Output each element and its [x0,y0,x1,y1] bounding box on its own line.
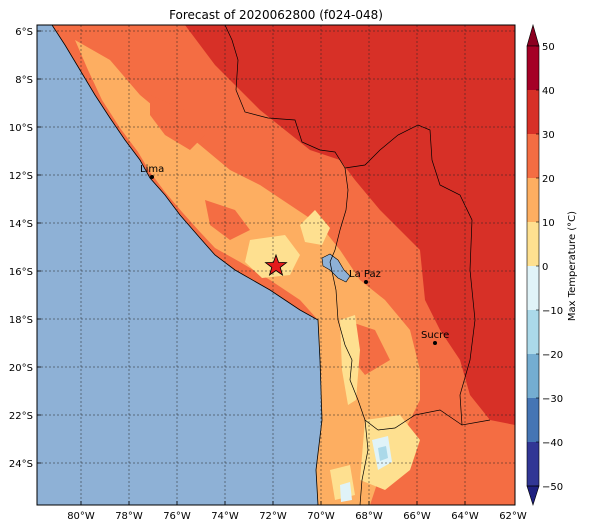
heat-zone-30-40 [185,25,515,425]
lon-label: 70°W [307,511,335,522]
lon-label: 66°W [403,511,431,522]
colorbar-tick-label: −40 [542,438,563,449]
lon-label: 62°W [499,511,527,522]
cold-zone-below-0 [378,446,388,461]
latitude-labels: 6°S 8°S 10°S 12°S 14°S 16°S 18°S 20°S 22… [9,27,33,470]
map-frame [36,24,516,506]
colorbar: 50 40 30 20 10 0 −10 −20 −30 −40 −50 Max… [526,23,578,506]
lon-label: 72°W [259,511,287,522]
coastline [51,25,323,505]
city-dot [364,280,368,284]
colorbar-segment [527,354,539,398]
colorbar-tick-label: 20 [542,174,555,185]
colorbar-extend-min [526,485,540,506]
city-dot [150,175,154,179]
cold-zone-below-0 [340,482,352,502]
lake-titicaca [321,253,351,283]
lon-label: 64°W [451,511,479,522]
lat-label: 10°S [9,123,33,134]
cool-zone-0-10 [340,315,360,405]
lat-label: 8°S [15,75,33,86]
cool-zone-0-10 [300,210,330,245]
colorbar-segment [527,310,539,354]
axis-ticks [37,30,466,505]
cool-zone-0-10 [245,235,300,278]
colorbar-tick-label: −20 [542,350,563,361]
map-area: Lima La Paz Sucre [37,25,515,505]
lat-label: 24°S [9,459,33,470]
heat-patch [150,95,205,150]
graticule [37,25,515,505]
city-label-lima: Lima [140,164,164,175]
colorbar-tick-label: 40 [542,86,555,97]
lat-label: 22°S [9,411,33,422]
city-dot [433,341,437,345]
colorbar-segment [527,46,539,90]
city-la-paz: La Paz [349,269,381,284]
star-marker [264,253,288,276]
colorbar-tick-labels: 50 40 30 20 10 0 −10 −20 −30 −40 −50 [542,42,563,493]
city-lima: Lima [140,164,164,179]
colorbar-ticks [536,45,539,487]
colorbar-segment [527,222,539,266]
map-title: Forecast of 2020062800 (f024-048) [169,8,383,22]
lon-label: 78°W [115,511,143,522]
colorbar-extend-max [526,23,540,47]
city-label-la-paz: La Paz [349,269,381,280]
border-peru-brazil [224,25,349,263]
lat-label: 14°S [9,219,33,230]
heat-zone-10-20 [75,40,420,505]
colorbar-segment [527,398,539,442]
city-label-sucre: Sucre [421,330,449,341]
colorbar-label: Max Temperature (°C) [567,211,578,321]
colorbar-tick-label: 50 [542,42,555,53]
colorbar-tick-label: 10 [542,218,555,229]
lon-label: 68°W [355,511,383,522]
border-chile-argentina [359,419,369,505]
colorbar-tick-label: −10 [542,306,563,317]
lon-label: 80°W [67,511,95,522]
lon-label: 74°W [211,511,239,522]
colorbar-segment [527,442,539,486]
lat-label: 12°S [9,171,33,182]
heat-patch [205,200,250,240]
lat-label: 20°S [9,363,33,374]
lat-label: 18°S [9,315,33,326]
border-bolivia-chile [329,261,379,431]
lat-label: 16°S [9,267,33,278]
city-sucre: Sucre [421,330,449,345]
lon-label: 76°W [163,511,191,522]
colorbar-tick-label: −50 [542,482,563,493]
colorbar-tick-label: 0 [542,262,548,273]
colorbar-segment [527,178,539,222]
colorbar-segment [527,90,539,134]
lat-label: 6°S [15,27,33,38]
colorbar-tick-label: −30 [542,394,563,405]
longitude-labels: 80°W 78°W 76°W 74°W 72°W 70°W 68°W 66°W … [67,511,527,522]
colorbar-segment [527,266,539,310]
colorbar-segment [527,134,539,178]
colorbar-tick-label: 30 [542,130,555,141]
